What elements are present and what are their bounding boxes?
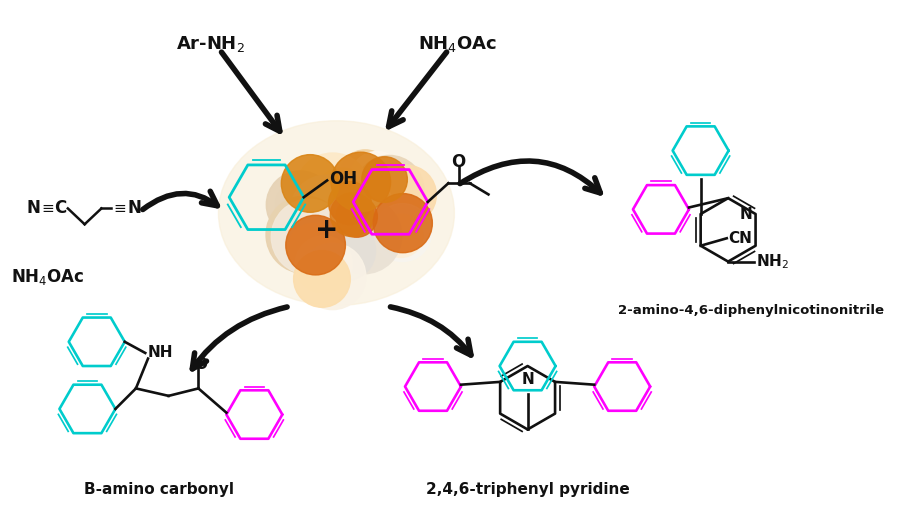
Circle shape [331, 152, 391, 212]
Circle shape [306, 177, 378, 249]
Circle shape [306, 183, 377, 253]
Circle shape [303, 180, 357, 234]
Text: B-amino carbonyl: B-amino carbonyl [84, 482, 234, 497]
Circle shape [325, 173, 393, 241]
Circle shape [307, 190, 357, 240]
Circle shape [326, 197, 401, 274]
Circle shape [313, 190, 365, 242]
Circle shape [288, 223, 338, 273]
Circle shape [350, 151, 404, 205]
Text: OH: OH [329, 170, 357, 188]
Circle shape [294, 251, 350, 307]
Text: NH$_4$OAc: NH$_4$OAc [11, 267, 84, 287]
Circle shape [377, 165, 436, 224]
Circle shape [275, 183, 318, 225]
Text: CN: CN [728, 231, 753, 246]
Circle shape [324, 171, 372, 219]
Circle shape [374, 204, 431, 262]
Text: NH: NH [148, 345, 173, 360]
Circle shape [299, 243, 365, 310]
Ellipse shape [218, 121, 454, 306]
Text: N: N [740, 206, 753, 221]
Circle shape [330, 193, 374, 237]
Circle shape [271, 199, 347, 275]
Circle shape [282, 201, 329, 248]
Circle shape [315, 220, 375, 281]
Circle shape [315, 168, 368, 220]
Text: NH$_2$: NH$_2$ [756, 252, 789, 271]
Circle shape [374, 193, 432, 253]
Circle shape [336, 196, 377, 237]
Circle shape [267, 171, 334, 239]
Circle shape [290, 175, 362, 247]
Circle shape [338, 184, 395, 242]
Circle shape [339, 150, 392, 202]
Text: N: N [521, 372, 534, 387]
Circle shape [329, 181, 372, 224]
Circle shape [319, 186, 378, 246]
Text: ≡: ≡ [114, 201, 127, 216]
Text: N: N [26, 200, 40, 218]
Text: Ar-NH$_2$: Ar-NH$_2$ [176, 34, 245, 54]
Text: O: O [194, 357, 207, 372]
Circle shape [295, 236, 352, 293]
Circle shape [286, 215, 346, 275]
Text: 2-amino-4,6-diphenylnicotinonitrile: 2-amino-4,6-diphenylnicotinonitrile [619, 305, 885, 317]
Text: C: C [54, 200, 66, 218]
Text: ≡: ≡ [41, 201, 54, 216]
Text: N: N [128, 200, 141, 218]
Circle shape [295, 153, 370, 227]
Text: NH$_4$OAc: NH$_4$OAc [418, 34, 497, 54]
Circle shape [281, 155, 339, 212]
Circle shape [266, 196, 344, 273]
Text: O: O [452, 153, 466, 171]
Circle shape [380, 214, 423, 257]
Circle shape [287, 177, 333, 223]
Circle shape [362, 157, 408, 202]
Circle shape [355, 156, 424, 224]
Text: 2,4,6-triphenyl pyridine: 2,4,6-triphenyl pyridine [426, 482, 629, 497]
Text: +: + [315, 216, 339, 244]
